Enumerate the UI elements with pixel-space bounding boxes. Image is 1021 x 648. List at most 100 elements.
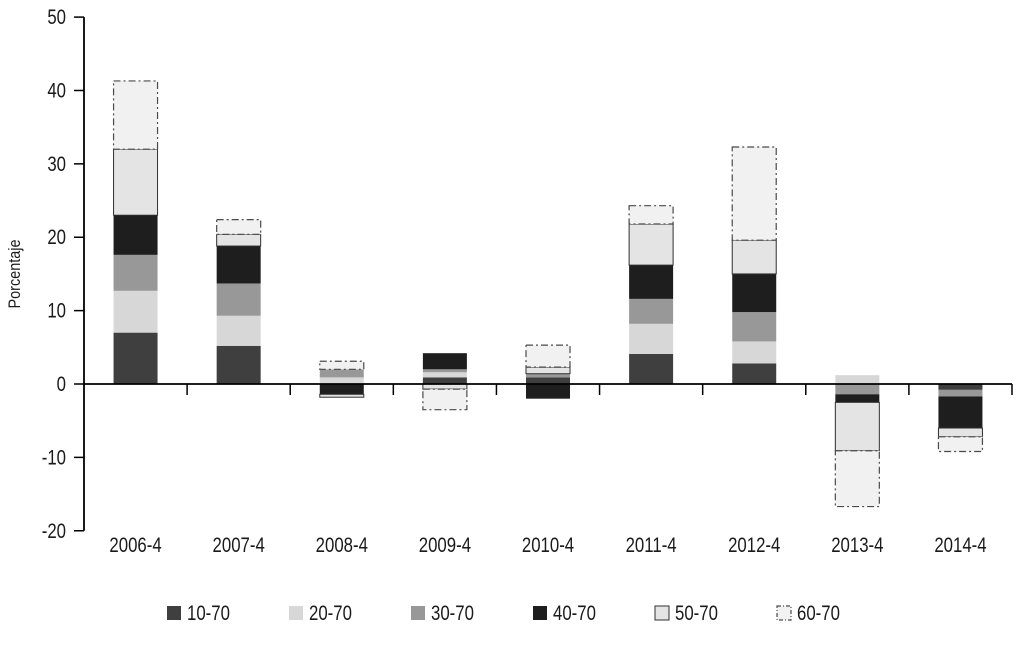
- bar-segment-60-70-2010-4: [525, 344, 571, 368]
- bar-segment-20-70-2011-4: [629, 323, 674, 354]
- svg-text:10: 10: [47, 300, 66, 323]
- bar-segment-30-70-2009-4: [422, 369, 467, 373]
- bar-segment-40-70-2006-4: [113, 215, 158, 255]
- legend-item-40-70: 40-70: [533, 602, 596, 626]
- legend-swatch-60-70: [776, 605, 792, 621]
- svg-text:2012-4: 2012-4: [728, 534, 781, 557]
- legend-label-40-70: 40-70: [553, 602, 596, 625]
- bar-segment-50-70-2006-4: [113, 148, 159, 216]
- svg-text:30: 30: [47, 153, 66, 176]
- bar-segment-40-70-2008-4: [319, 384, 364, 395]
- bar-segment-20-70-2007-4: [216, 315, 261, 346]
- y-axis-title: Porcentaje: [5, 239, 24, 309]
- bar-segment-50-70-2014-4: [937, 427, 983, 438]
- legend-label-20-70: 20-70: [309, 602, 352, 625]
- svg-text:30-70: 30-70: [431, 602, 474, 625]
- svg-text:-20: -20: [42, 520, 66, 543]
- legend-label-50-70: 50-70: [675, 602, 718, 625]
- bar-segment-20-70-2006-4: [113, 290, 158, 333]
- svg-text:40-70: 40-70: [553, 602, 596, 625]
- legend-label-30-70: 30-70: [431, 602, 474, 625]
- svg-text:2010-4: 2010-4: [522, 534, 575, 557]
- svg-text:2008-4: 2008-4: [316, 534, 369, 557]
- bar-segment-30-70-2006-4: [113, 254, 158, 291]
- legend-item-30-70: 30-70: [411, 602, 474, 626]
- legend-swatch-10-70: [167, 606, 181, 620]
- svg-text:50: 50: [47, 6, 66, 29]
- x-category-label-2007-4: 2007-4: [213, 534, 266, 557]
- svg-text:2006-4: 2006-4: [109, 534, 162, 557]
- y-tick-label-10: 10: [47, 300, 66, 323]
- bar-segment-60-70-2012-4: [731, 146, 777, 241]
- x-category-label-2011-4: 2011-4: [626, 534, 677, 557]
- legend-swatch-40-70: [533, 606, 547, 620]
- bar-segment-50-70-2012-4: [731, 239, 777, 275]
- bar-segment-30-70-2011-4: [629, 298, 674, 324]
- bar-segment-10-70-2011-4: [629, 353, 674, 384]
- svg-text:50-70: 50-70: [675, 602, 718, 625]
- x-category-label-2013-4: 2013-4: [831, 534, 884, 557]
- bar-segment-30-70-2014-4: [938, 389, 983, 397]
- bar-segment-40-70-2013-4: [835, 394, 880, 403]
- legend-item-50-70: 50-70: [654, 602, 718, 626]
- bar-segment-20-70-2009-4: [422, 372, 467, 378]
- y-tick-label-30: 30: [47, 153, 66, 176]
- svg-text:-10: -10: [42, 447, 66, 470]
- bar-segment-60-70-2009-4: [422, 388, 468, 411]
- bar-segment-40-70-2007-4: [216, 246, 261, 284]
- svg-text:2009-4: 2009-4: [419, 534, 472, 557]
- x-category-label-2010-4: 2010-4: [522, 534, 575, 557]
- bar-segment-50-70-2011-4: [628, 223, 674, 266]
- y-tick-label--20: -20: [42, 520, 66, 543]
- y-tick-label-40: 40: [47, 80, 66, 103]
- svg-text:20: 20: [47, 227, 66, 250]
- bar-segment-50-70-2013-4: [834, 401, 880, 452]
- bars-group: [112, 80, 984, 508]
- y-tick-label--10: -10: [42, 447, 66, 470]
- legend-label-10-70: 10-70: [187, 602, 230, 625]
- legend-label-60-70: 60-70: [797, 602, 840, 625]
- bar-segment-30-70-2008-4: [319, 369, 364, 378]
- bar-segment-40-70-2011-4: [629, 265, 674, 299]
- svg-text:2014-4: 2014-4: [934, 534, 987, 557]
- bar-segment-30-70-2010-4: [526, 373, 570, 378]
- bar-segment-30-70-2013-4: [835, 384, 880, 395]
- bar-segment-20-70-2013-4: [835, 375, 880, 384]
- svg-text:40: 40: [47, 80, 66, 103]
- svg-text:2013-4: 2013-4: [831, 534, 884, 557]
- svg-text:0: 0: [57, 373, 66, 396]
- svg-text:10-70: 10-70: [187, 602, 230, 625]
- bar-segment-60-70-2013-4: [834, 450, 880, 508]
- bar-segment-50-70-2007-4: [216, 233, 262, 247]
- bar-segment-20-70-2012-4: [732, 341, 777, 364]
- bar-segment-20-70-2008-4: [319, 377, 364, 384]
- legend-item-60-70: 60-70: [776, 602, 840, 626]
- svg-text:20-70: 20-70: [309, 602, 352, 625]
- legend-item-20-70: 20-70: [289, 602, 352, 626]
- bar-segment-10-70-2012-4: [732, 363, 777, 384]
- bar-segment-60-70-2011-4: [628, 205, 674, 225]
- bar-segment-10-70-2014-4: [938, 384, 983, 390]
- bar-segment-40-70-2014-4: [938, 396, 983, 429]
- bar-segment-60-70-2007-4: [216, 219, 262, 235]
- svg-text:2011-4: 2011-4: [626, 534, 677, 557]
- bar-segment-10-70-2010-4: [526, 377, 570, 384]
- bar-segment-10-70-2007-4: [216, 345, 261, 384]
- x-category-label-2012-4: 2012-4: [728, 534, 781, 557]
- bar-segment-40-70-2012-4: [732, 273, 777, 313]
- legend: 10-70 20-70 30-70 40-70 50-70 60-70: [167, 602, 840, 626]
- bar-segment-50-70-2008-4: [319, 393, 365, 398]
- bar-segment-40-70-2009-4: [422, 353, 467, 370]
- y-tick-label-50: 50: [47, 6, 66, 29]
- bar-segment-10-70-2006-4: [113, 332, 158, 384]
- legend-swatch-20-70: [289, 606, 303, 620]
- x-category-label-2009-4: 2009-4: [419, 534, 472, 557]
- x-category-label-2006-4: 2006-4: [109, 534, 162, 557]
- axes-group: [83, 17, 1012, 531]
- bar-segment-40-70-2010-4: [526, 384, 570, 399]
- y-tick-label-20: 20: [47, 227, 66, 250]
- bar-segment-60-70-2006-4: [112, 80, 159, 150]
- bar-segment-30-70-2012-4: [732, 312, 777, 342]
